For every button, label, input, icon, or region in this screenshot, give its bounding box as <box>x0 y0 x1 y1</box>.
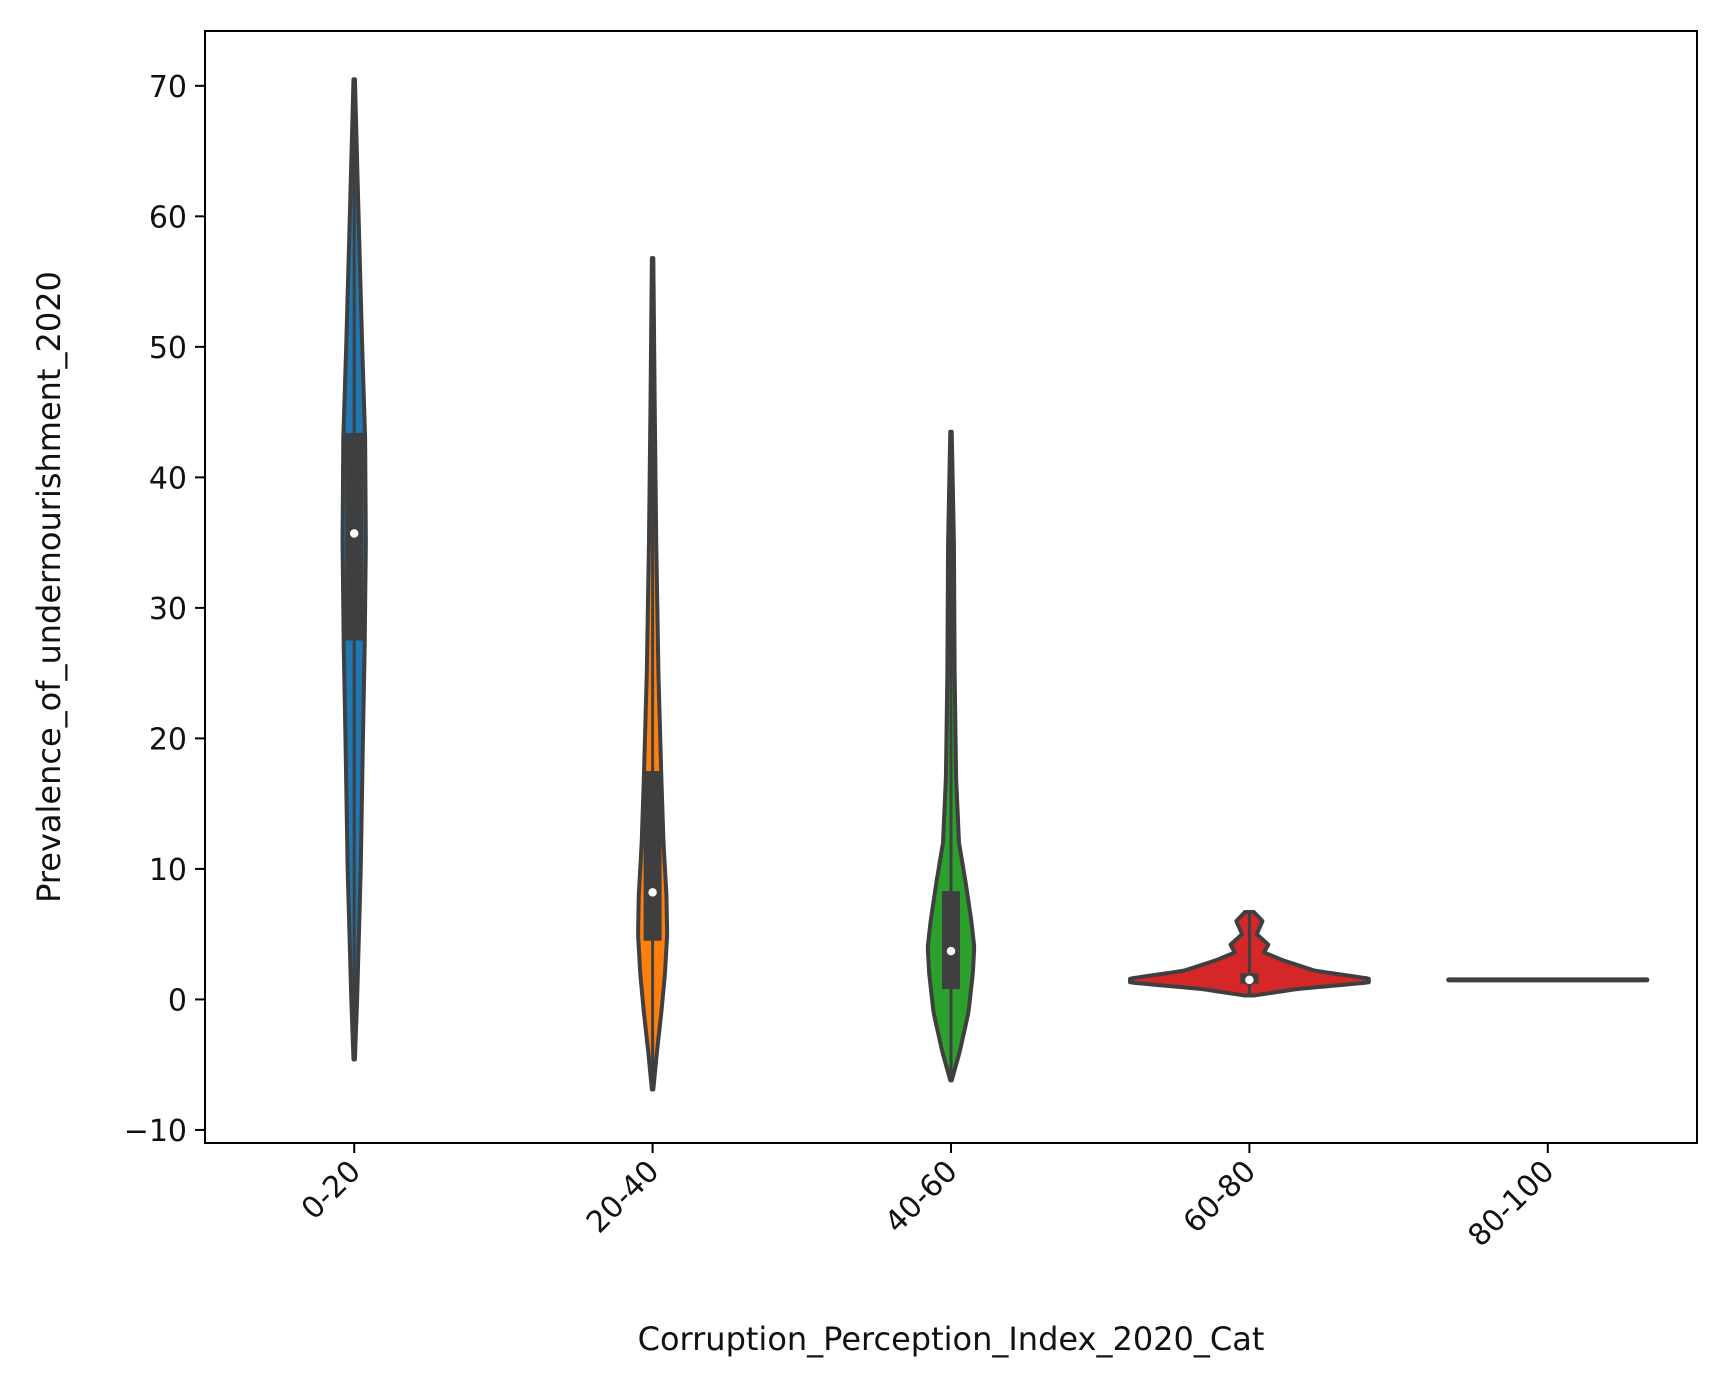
y-tick-label: 60 <box>149 200 187 235</box>
y-tick-label: 70 <box>149 70 187 105</box>
y-axis-label: Prevalence_of_undernourishment_2020 <box>30 271 68 903</box>
y-axis: −10 0 10 20 30 40 50 60 70 <box>124 70 205 1149</box>
violin-iqr-box <box>942 891 960 989</box>
violins-layer <box>340 77 1650 1092</box>
violin-median <box>348 527 360 540</box>
x-axis-label: Corruption_Perception_Index_2020_Cat <box>638 1320 1265 1358</box>
violin-median <box>945 945 957 957</box>
y-tick-label: 50 <box>149 331 187 366</box>
violin-20-40 <box>636 256 670 1092</box>
y-tick-label: 30 <box>149 592 187 627</box>
violin-median <box>1243 974 1256 986</box>
violin-median <box>646 886 659 899</box>
y-tick-label: 40 <box>149 461 187 496</box>
y-tick-label: 10 <box>149 853 187 888</box>
violin-iqr-box <box>643 771 662 941</box>
violin-60-80 <box>1128 909 1371 998</box>
y-tick-label: 20 <box>149 722 187 757</box>
violin-0-20 <box>340 77 368 1062</box>
y-tick-label: −10 <box>124 1114 187 1149</box>
y-tick-label: 0 <box>168 983 187 1018</box>
violin-40-60 <box>925 429 977 1083</box>
